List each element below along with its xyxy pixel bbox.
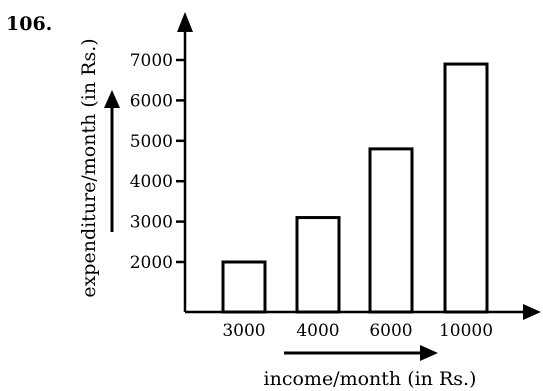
y-label-arrow-icon (104, 90, 120, 108)
x-label-arrow-icon (420, 345, 438, 361)
y-ticks: 2000 3000 4000 5000 6000 7000 (130, 51, 185, 273)
x-tick-label: 4000 (296, 321, 339, 341)
y-tick-label: 3000 (130, 213, 173, 233)
y-tick-label: 7000 (130, 51, 173, 71)
x-tick-label: 3000 (222, 321, 265, 341)
x-axis-label: income/month (in Rs.) (264, 368, 477, 390)
y-tick-label: 2000 (130, 253, 173, 273)
question-number: 106. (6, 13, 52, 35)
bar-6000 (368, 147, 414, 314)
y-axis-arrow-icon (177, 12, 193, 32)
y-axis-label: expenditure/month (in Rs.) (78, 38, 100, 297)
x-axis-arrow-icon (523, 304, 541, 320)
bar-10000 (443, 62, 489, 314)
bars (221, 62, 489, 314)
y-tick-label: 6000 (130, 91, 173, 111)
y-tick-label: 4000 (130, 172, 173, 192)
bar-4000 (295, 216, 341, 314)
y-tick-label: 5000 (130, 132, 173, 152)
x-tick-label: 6000 (369, 321, 412, 341)
x-tick-label: 10000 (439, 321, 493, 341)
bar-3000 (221, 260, 267, 314)
x-tick-labels: 3000 4000 6000 10000 (222, 321, 493, 341)
